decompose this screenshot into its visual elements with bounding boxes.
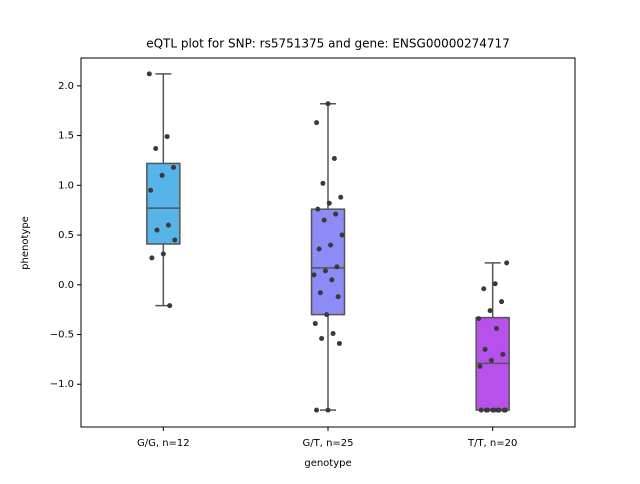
y-tick-label: 2.0 (58, 81, 74, 92)
y-tick-label: −0.5 (50, 330, 74, 341)
chart-title: eQTL plot for SNP: rs5751375 and gene: E… (146, 37, 510, 51)
point (476, 316, 482, 322)
point (322, 268, 328, 274)
point (317, 290, 323, 296)
x-tick-label: G/T, n=25 (302, 438, 353, 449)
x-tick-label: T/T, n=20 (467, 438, 517, 449)
point (492, 281, 498, 287)
plot-frame (80, 57, 576, 428)
point (319, 335, 325, 341)
point (167, 303, 173, 309)
point (487, 308, 493, 314)
point (311, 272, 317, 278)
point (491, 407, 497, 413)
point (314, 120, 320, 126)
point (334, 264, 340, 270)
point (499, 299, 505, 305)
point (160, 251, 166, 257)
point (149, 255, 155, 261)
point (481, 286, 487, 292)
point (153, 146, 159, 152)
point (502, 407, 508, 413)
point (148, 187, 154, 193)
y-tick-label: −1.0 (50, 379, 74, 390)
point (504, 260, 510, 266)
point (321, 217, 327, 223)
point (164, 134, 170, 140)
point (165, 222, 171, 228)
y-axis-label: phenotype (20, 216, 31, 270)
point (320, 180, 326, 186)
point (324, 312, 330, 318)
box (146, 162, 181, 245)
y-tick-label: 0.5 (58, 230, 74, 241)
point (477, 363, 483, 369)
point (154, 227, 160, 233)
point (339, 232, 345, 238)
point (328, 242, 334, 248)
point (331, 155, 337, 161)
point (338, 194, 344, 200)
y-tick-label: 1.5 (58, 131, 74, 142)
point (159, 172, 165, 178)
point (478, 407, 484, 413)
x-tick-label: G/G, n=12 (137, 438, 190, 449)
point (333, 211, 339, 217)
point (496, 407, 502, 413)
point (485, 407, 491, 413)
point (482, 346, 488, 352)
x-axis-label: genotype (304, 458, 351, 469)
point (336, 340, 342, 346)
point (146, 71, 152, 77)
point (493, 326, 499, 332)
point (335, 294, 341, 300)
y-tick-label: 0.0 (58, 280, 74, 291)
point (500, 351, 506, 357)
point (330, 331, 336, 337)
point (316, 246, 322, 252)
point (171, 164, 177, 170)
point (312, 321, 318, 327)
point (314, 407, 320, 413)
point (315, 206, 321, 212)
point (325, 101, 331, 107)
point (329, 277, 335, 283)
y-tick-label: 1.0 (58, 180, 74, 191)
point (488, 357, 494, 363)
point (325, 407, 331, 413)
point (172, 237, 178, 243)
point (326, 200, 332, 206)
